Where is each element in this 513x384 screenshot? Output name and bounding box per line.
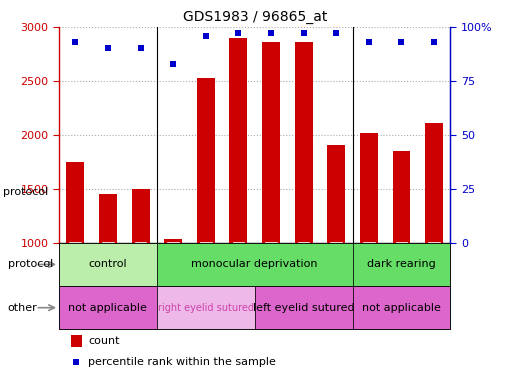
Text: GSM101691: GSM101691 (299, 243, 308, 298)
Text: monocular deprivation: monocular deprivation (191, 260, 318, 270)
Point (365, 39, 373, 45)
Bar (197, 78, 215, 243)
Bar (157, 243, 352, 286)
Bar (262, 42, 280, 243)
Bar (229, 38, 247, 243)
Bar (352, 243, 450, 286)
Text: protocol: protocol (3, 187, 48, 197)
Bar (59, 286, 157, 329)
Bar (294, 42, 312, 243)
Point (71, 39, 80, 45)
Text: GSM101699: GSM101699 (429, 243, 439, 298)
Bar (392, 151, 410, 243)
Text: other: other (8, 303, 37, 313)
Point (202, 33, 210, 39)
Bar (59, 243, 157, 286)
Point (72, 359, 81, 365)
Point (332, 30, 340, 36)
Point (234, 30, 243, 36)
Bar (425, 123, 443, 243)
Bar (131, 189, 149, 243)
Bar (360, 133, 378, 243)
Text: left eyelid sutured: left eyelid sutured (253, 303, 354, 313)
Text: GSM101697: GSM101697 (364, 243, 373, 298)
Text: GSM101695: GSM101695 (234, 243, 243, 298)
Point (104, 45, 112, 51)
Bar (254, 286, 352, 329)
Bar (327, 145, 345, 243)
Text: right eyelid sutured: right eyelid sutured (158, 303, 254, 313)
Bar (71, 335, 82, 347)
Text: dark rearing: dark rearing (367, 260, 436, 270)
Point (398, 39, 406, 45)
Text: GSM101703: GSM101703 (136, 243, 145, 298)
Bar (352, 286, 450, 329)
Point (267, 30, 275, 36)
Bar (164, 238, 182, 243)
Point (300, 30, 308, 36)
Text: protocol: protocol (8, 260, 53, 270)
Bar (99, 194, 117, 243)
Point (169, 61, 177, 67)
Text: percentile rank within the sample: percentile rank within the sample (88, 357, 276, 367)
Text: GSM101701: GSM101701 (71, 243, 80, 298)
Text: count: count (88, 336, 120, 346)
Text: GSM101692: GSM101692 (332, 243, 341, 298)
Text: GSM101693: GSM101693 (169, 243, 177, 298)
Text: control: control (89, 260, 127, 270)
Bar (66, 162, 84, 243)
Text: GSM101698: GSM101698 (397, 243, 406, 298)
Text: not applicable: not applicable (68, 303, 147, 313)
Bar (157, 286, 254, 329)
Text: GSM101702: GSM101702 (104, 243, 112, 298)
Point (136, 45, 145, 51)
Text: GSM101690: GSM101690 (267, 243, 275, 298)
Text: not applicable: not applicable (362, 303, 441, 313)
Title: GDS1983 / 96865_at: GDS1983 / 96865_at (183, 10, 327, 25)
Text: GSM101694: GSM101694 (201, 243, 210, 298)
Point (430, 39, 438, 45)
